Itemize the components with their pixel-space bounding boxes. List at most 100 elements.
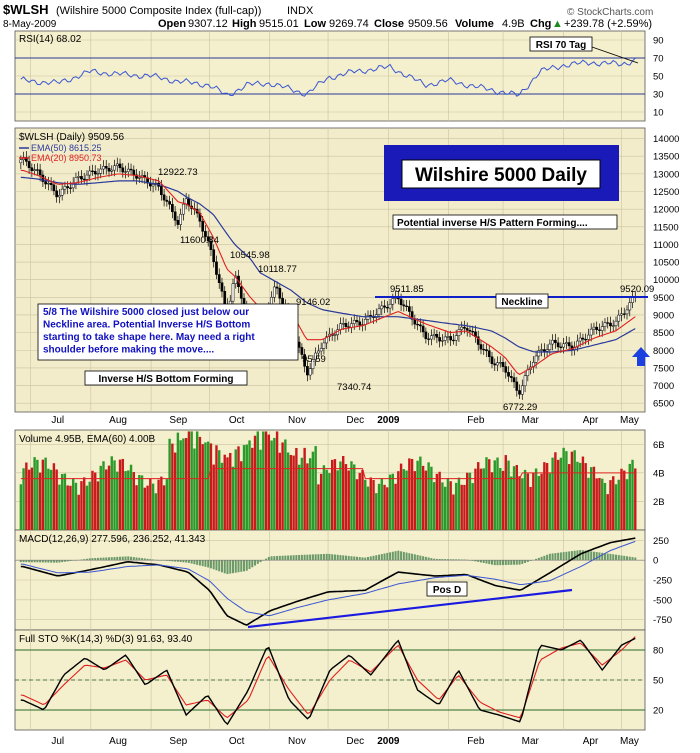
volume-bar	[601, 478, 604, 530]
candle-body	[518, 390, 521, 395]
macd-hist-bar	[562, 552, 565, 561]
macd-hist-bar	[47, 560, 50, 563]
macd-hist-bar	[614, 554, 617, 561]
macd-hist-bar	[460, 559, 463, 561]
candle-body	[504, 366, 508, 373]
volume-bar	[248, 440, 251, 530]
macd-hist-bar	[504, 560, 507, 565]
macd-hist-bar	[295, 555, 298, 561]
chg-label: Chg	[530, 18, 551, 30]
volume-bar	[419, 456, 422, 530]
volume-bar	[146, 485, 149, 530]
macd-hist-bar	[438, 558, 441, 561]
month-label: Apr	[583, 415, 599, 426]
volume-bar	[289, 454, 293, 530]
volume-bar	[375, 493, 378, 530]
macd-hist-bar	[496, 560, 499, 566]
macd-hist-bar	[80, 559, 83, 561]
volume-bar	[570, 451, 574, 530]
volume-bar	[353, 464, 356, 530]
pos-d-box	[426, 581, 468, 597]
macd-hist-bar	[546, 554, 549, 561]
bottom-label-box	[84, 370, 248, 386]
volume-bar	[617, 479, 620, 530]
macd-hist-bar	[433, 558, 436, 561]
volume-bar	[518, 476, 521, 530]
candle-body	[124, 171, 127, 173]
volume-bar	[49, 469, 53, 530]
volume-bar	[342, 455, 345, 530]
macd-hist-bar	[138, 557, 141, 561]
candle-body	[272, 286, 276, 298]
volume-bar	[209, 443, 213, 530]
candle-body	[587, 334, 590, 340]
candle-body	[317, 350, 320, 354]
rsi-tick-label: 10	[653, 108, 664, 119]
month-label: Aug	[109, 415, 127, 426]
macd-hist-bar	[551, 553, 554, 561]
candle-body	[567, 342, 571, 347]
candle-body	[173, 211, 177, 221]
volume-bar	[220, 462, 224, 530]
macd-hist-bar	[488, 560, 491, 565]
macd-hist-bar	[568, 551, 571, 561]
volume-bar	[485, 457, 488, 530]
candle-body	[99, 168, 103, 174]
volume-bar	[435, 473, 439, 530]
candle-body	[30, 167, 34, 171]
candle-body	[137, 177, 141, 179]
volume-bar	[347, 470, 350, 530]
macd-hist-bar	[113, 557, 116, 561]
macd-hist-bar	[198, 560, 201, 566]
macd-hist-bar	[168, 560, 171, 562]
candle-body	[424, 331, 428, 340]
volume-bar	[237, 446, 240, 530]
volume-bar	[515, 465, 518, 530]
macd-hist-bar	[231, 560, 234, 574]
macd-hist-bar	[353, 556, 356, 561]
ema50-line	[20, 176, 636, 353]
candle-body	[82, 178, 86, 181]
price-label: 6772.29	[503, 402, 537, 413]
macd-hist-bar	[119, 556, 122, 561]
macd-hist-bar	[367, 556, 370, 561]
candle-body	[135, 174, 138, 179]
neckline-label-box	[495, 293, 549, 309]
index-name: (Wilshire 5000 Composite Index (full-cap…	[56, 5, 261, 17]
ema20-legend: EMA(20) 8950.73	[31, 153, 102, 163]
macd-hist-bar	[58, 560, 61, 563]
volume-bar	[190, 431, 193, 530]
price-tick-label: 9000	[653, 310, 674, 321]
volume-bar	[532, 472, 535, 530]
volume-bar	[499, 468, 502, 530]
macd-hist-bar	[336, 554, 339, 561]
macd-hist-bar	[328, 553, 331, 561]
volume-bar	[449, 481, 452, 530]
month-label: Jul	[51, 736, 64, 747]
macd-hist-bar	[36, 560, 39, 563]
candle-body	[358, 321, 362, 326]
macd-hist-bar	[344, 555, 347, 561]
macd-hist-bar	[554, 553, 557, 561]
volume-bar	[581, 456, 585, 530]
volume-bar	[493, 460, 496, 530]
candle-body	[341, 323, 345, 325]
macd-hist-bar	[207, 560, 210, 568]
volume-bar	[578, 462, 582, 530]
macd-hist-bar	[306, 554, 309, 561]
candle-body	[58, 194, 61, 198]
macd-hist-bar	[141, 558, 144, 561]
macd-hist-bar	[609, 553, 612, 561]
month-label: Dec	[346, 415, 364, 426]
volume-bar	[193, 448, 196, 530]
candle-body	[622, 313, 626, 315]
candle-body	[407, 306, 411, 312]
candle-body	[479, 344, 483, 350]
candle-body	[300, 347, 304, 355]
macd-hist-bar	[557, 552, 560, 561]
volume-bar	[96, 481, 100, 530]
macd-hist-bar	[471, 560, 474, 561]
rsi-tick-label: 70	[653, 54, 664, 65]
price-tick-label: 8500	[653, 328, 674, 339]
price-label: 9146.02	[296, 297, 330, 308]
